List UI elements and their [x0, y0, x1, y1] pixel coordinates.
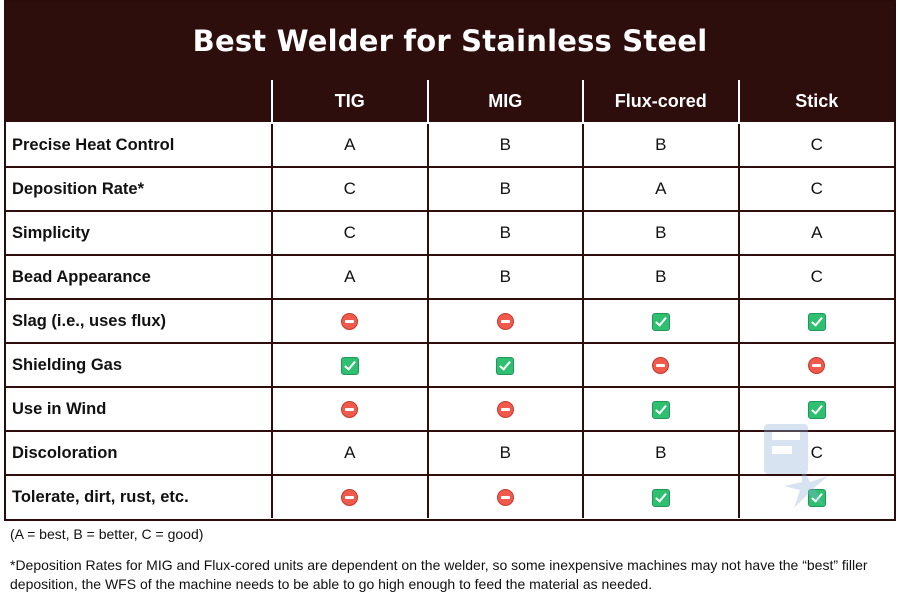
cell-mig: B: [426, 166, 584, 212]
cell-tig: A: [271, 254, 429, 300]
cell-flux-cored: [582, 474, 740, 518]
table-row: Bead Appearance A B B C: [6, 254, 894, 300]
cell-tig: [271, 298, 429, 344]
cell-stick: [737, 386, 894, 432]
row-label: Slag (i.e., uses flux): [6, 298, 273, 344]
row-label: Simplicity: [6, 210, 273, 256]
cell-stick: C: [737, 430, 894, 476]
table-row: Tolerate, dirt, rust, etc.: [6, 474, 894, 518]
cell-stick: C: [737, 166, 894, 212]
check-icon: [807, 488, 826, 507]
check-icon: [651, 400, 670, 419]
check-icon: [807, 400, 826, 419]
cell-mig: [426, 342, 584, 388]
cell-tig: C: [271, 210, 429, 256]
cell-mig: [426, 386, 584, 432]
table-row: Use in Wind: [6, 386, 894, 432]
comparison-table-frame: Best Welder for Stainless Steel TIG MIG …: [4, 0, 896, 521]
check-icon: [807, 312, 826, 331]
cell-stick: [737, 298, 894, 344]
cell-tig: A: [271, 122, 429, 168]
table-row: Deposition Rate* C B A C: [6, 166, 894, 212]
table-title: Best Welder for Stainless Steel: [6, 2, 894, 80]
cell-mig: [426, 298, 584, 344]
header-corner-cell: [6, 80, 273, 124]
table-row: Shielding Gas: [6, 342, 894, 388]
cell-mig: B: [426, 122, 584, 168]
check-icon: [340, 356, 359, 375]
check-icon: [651, 312, 670, 331]
cell-flux-cored: B: [582, 430, 740, 476]
row-label: Precise Heat Control: [6, 122, 273, 168]
cell-flux-cored: B: [582, 210, 740, 256]
cell-tig: [271, 386, 429, 432]
cell-flux-cored: [582, 386, 740, 432]
comparison-table: TIG MIG Flux-cored Stick Precise Heat Co…: [6, 80, 894, 518]
header-row: TIG MIG Flux-cored Stick: [6, 80, 894, 124]
no-entry-icon: [341, 489, 359, 507]
column-header-mig: MIG: [426, 80, 584, 124]
cell-tig: [271, 474, 429, 518]
cell-mig: B: [426, 210, 584, 256]
cell-tig: C: [271, 166, 429, 212]
no-entry-icon: [808, 357, 826, 375]
row-label: Discoloration: [6, 430, 273, 476]
row-label: Deposition Rate*: [6, 166, 273, 212]
row-label: Use in Wind: [6, 386, 273, 432]
check-icon: [496, 356, 515, 375]
no-entry-icon: [496, 313, 514, 331]
table-row: Discoloration A B B C: [6, 430, 894, 476]
row-label: Bead Appearance: [6, 254, 273, 300]
column-header-stick: Stick: [737, 80, 894, 124]
cell-flux-cored: [582, 298, 740, 344]
table-row: Simplicity C B B A: [6, 210, 894, 256]
column-header-flux-cored: Flux-cored: [582, 80, 740, 124]
cell-stick: [737, 342, 894, 388]
cell-mig: B: [426, 430, 584, 476]
no-entry-icon: [496, 489, 514, 507]
cell-mig: [426, 474, 584, 518]
no-entry-icon: [341, 313, 359, 331]
check-icon: [651, 488, 670, 507]
no-entry-icon: [496, 401, 514, 419]
cell-stick: A: [737, 210, 894, 256]
table-body: Precise Heat Control A B B C Deposition Rate*…: [6, 122, 894, 518]
no-entry-icon: [652, 357, 670, 375]
cell-tig: [271, 342, 429, 388]
cell-flux-cored: B: [582, 254, 740, 300]
column-header-tig: TIG: [271, 80, 429, 124]
grade-legend: (A = best, B = better, C = good): [10, 526, 204, 542]
cell-flux-cored: A: [582, 166, 740, 212]
cell-stick: C: [737, 122, 894, 168]
cell-stick: [737, 474, 894, 518]
table-row: Precise Heat Control A B B C: [6, 122, 894, 168]
no-entry-icon: [341, 401, 359, 419]
cell-tig: A: [271, 430, 429, 476]
row-label: Shielding Gas: [6, 342, 273, 388]
deposition-footnote: *Deposition Rates for MIG and Flux-cored…: [10, 557, 868, 592]
cell-mig: B: [426, 254, 584, 300]
cell-stick: C: [737, 254, 894, 300]
cell-flux-cored: [582, 342, 740, 388]
row-label: Tolerate, dirt, rust, etc.: [6, 474, 273, 518]
table-row: Slag (i.e., uses flux): [6, 298, 894, 344]
cell-flux-cored: B: [582, 122, 740, 168]
